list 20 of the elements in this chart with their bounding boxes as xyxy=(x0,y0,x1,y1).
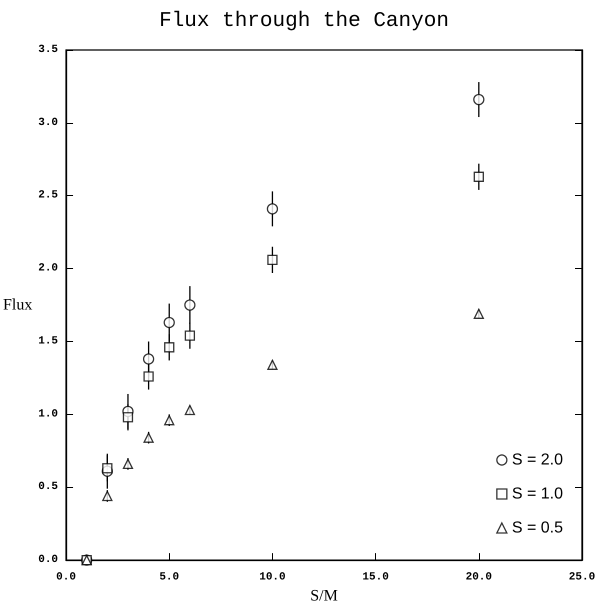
x-tick-label: 25.0 xyxy=(568,572,596,584)
y-tick-label: 0.5 xyxy=(38,481,58,494)
x-tick-label: 0.0 xyxy=(56,572,76,584)
x-tick-label: 10.0 xyxy=(259,572,286,584)
y-tick-label: 1.0 xyxy=(38,408,58,420)
x-tick-label: 20.0 xyxy=(466,572,492,584)
y-tick-label: 1.5 xyxy=(38,335,58,348)
y-tick-label: 0.0 xyxy=(38,554,58,566)
y-tick-label: 2.0 xyxy=(38,262,58,275)
chart-title: Flux through the Canyon xyxy=(159,10,449,33)
legend-label: S = 1.0 xyxy=(512,486,564,502)
y-axis-title: Flux xyxy=(3,296,32,314)
y-tick-label: 3.0 xyxy=(38,116,58,129)
x-tick-label: 15.0 xyxy=(362,572,389,584)
y-tick-label: 3.5 xyxy=(38,44,58,56)
legend-label: S = 0.5 xyxy=(512,520,564,536)
x-axis-title: S/M xyxy=(310,588,338,604)
legend-label: S = 2.0 xyxy=(512,452,564,468)
y-tick-label: 2.5 xyxy=(38,190,58,202)
x-tick-label: 5.0 xyxy=(159,572,180,584)
